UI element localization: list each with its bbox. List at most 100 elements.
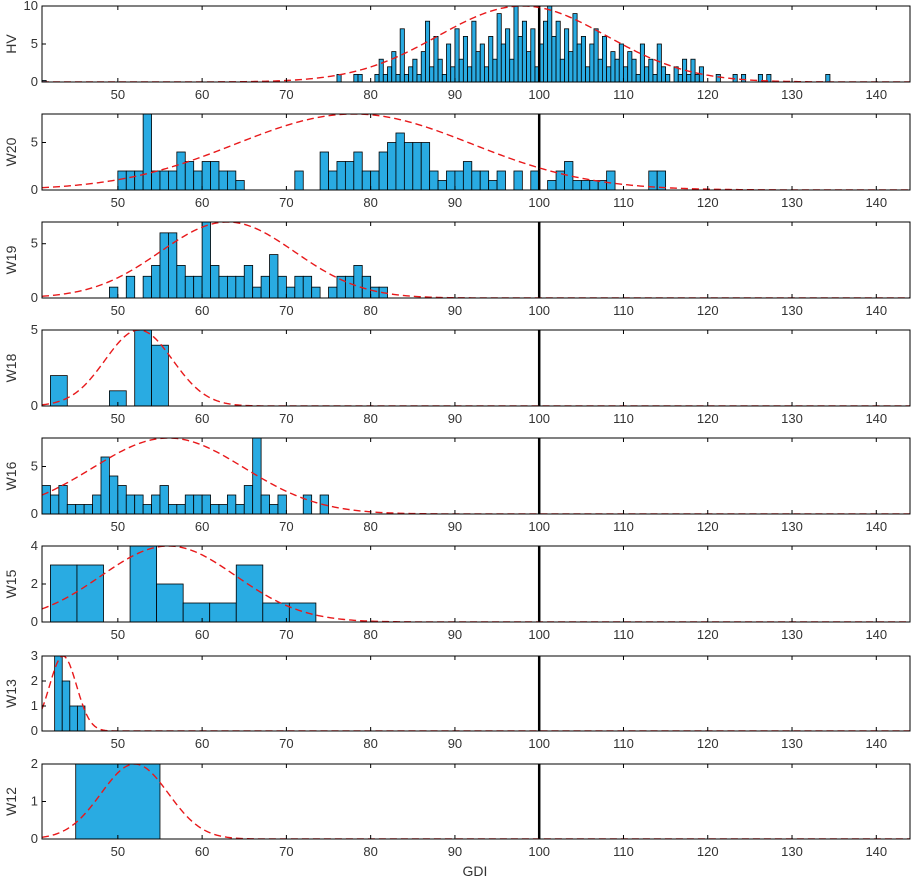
x-tick-label: 100 bbox=[528, 87, 550, 102]
x-tick-label: 80 bbox=[363, 411, 377, 426]
histogram-bar bbox=[357, 74, 363, 82]
x-tick-label: 120 bbox=[697, 87, 719, 102]
histogram-bar bbox=[572, 13, 578, 82]
histogram-bar bbox=[543, 20, 549, 82]
y-tick-label: 0 bbox=[31, 614, 38, 629]
y-tick-label: 0 bbox=[31, 290, 38, 305]
histogram-bar bbox=[661, 66, 667, 82]
x-tick-label: 70 bbox=[279, 195, 293, 210]
y-axis-label: W12 bbox=[3, 787, 19, 816]
histogram-bar bbox=[665, 74, 671, 82]
histogram-bar bbox=[50, 375, 68, 406]
histogram-bar bbox=[142, 114, 152, 190]
histogram-bar bbox=[479, 170, 490, 190]
x-tick-label: 90 bbox=[448, 627, 462, 642]
histogram-bar bbox=[395, 74, 401, 82]
x-tick-label: 60 bbox=[195, 627, 209, 642]
histogram-bar bbox=[218, 504, 228, 514]
histogram-bar bbox=[218, 275, 228, 298]
histogram-bar bbox=[610, 51, 616, 82]
plot-area bbox=[42, 656, 910, 731]
panel-background bbox=[42, 764, 910, 839]
histogram-bar bbox=[210, 265, 220, 298]
histogram-bar bbox=[302, 275, 313, 298]
histogram-bar bbox=[328, 286, 338, 298]
histogram-bar bbox=[433, 36, 439, 82]
histogram-bar bbox=[193, 170, 203, 190]
x-tick-label: 140 bbox=[865, 736, 887, 751]
x-tick-label: 50 bbox=[111, 411, 125, 426]
histogram-bar bbox=[589, 43, 595, 82]
x-tick-label: 110 bbox=[613, 87, 634, 102]
histogram-bar bbox=[294, 170, 304, 190]
panel-w16: 50 60 70 80 90 100 110 120 130 140 0 5 W16 bbox=[3, 437, 911, 534]
x-tick-label: 80 bbox=[363, 844, 377, 859]
x-tick-label: 50 bbox=[111, 519, 125, 534]
histogram-bar bbox=[479, 43, 485, 82]
y-tick-label: 2 bbox=[31, 576, 38, 591]
histogram-bar bbox=[226, 275, 237, 298]
histogram-bar bbox=[109, 475, 119, 514]
x-tick-label: 110 bbox=[613, 844, 634, 859]
histogram-bar bbox=[547, 180, 557, 190]
histogram-bar bbox=[690, 58, 696, 82]
x-tick-label: 60 bbox=[195, 195, 209, 210]
histogram-bar bbox=[235, 564, 264, 622]
x-tick-label: 80 bbox=[363, 627, 377, 642]
panel-frame bbox=[41, 329, 911, 407]
histogram-bar bbox=[176, 504, 186, 514]
y-tick-label: 5 bbox=[31, 36, 38, 51]
histogram-bar bbox=[425, 20, 431, 82]
histogram-bar bbox=[210, 161, 220, 190]
histogram-bar bbox=[226, 494, 237, 514]
histogram-bar bbox=[311, 286, 321, 298]
histogram-bar bbox=[260, 494, 270, 514]
panel-w12: 50 60 70 80 90 100 110 120 130 140 0 1 2 W12 bbox=[3, 756, 911, 859]
histogram-bar bbox=[741, 74, 747, 82]
histogram-bar bbox=[159, 170, 169, 190]
x-tick-label: 50 bbox=[111, 736, 125, 751]
histogram-bar bbox=[277, 275, 287, 298]
histogram-bar bbox=[614, 58, 620, 82]
histogram-bar bbox=[488, 36, 494, 82]
histogram-bar bbox=[420, 142, 431, 190]
histogram-bar bbox=[69, 705, 78, 731]
histogram-bar bbox=[471, 170, 481, 190]
y-axis-label: W18 bbox=[3, 353, 19, 382]
histogram-bar bbox=[302, 494, 313, 514]
histogram-bar bbox=[825, 74, 831, 82]
histogram-bar bbox=[353, 74, 359, 82]
histogram-bar bbox=[606, 170, 616, 190]
histogram-bar bbox=[387, 66, 393, 82]
x-tick-label: 120 bbox=[697, 303, 719, 318]
panel-w18: 50 60 70 80 90 100 110 120 130 140 0 5 W18 bbox=[3, 322, 911, 426]
histogram-bar bbox=[686, 74, 692, 82]
x-tick-label: 70 bbox=[279, 736, 293, 751]
plot-area bbox=[42, 546, 910, 622]
histogram-bar bbox=[521, 20, 527, 82]
y-tick-label: 0 bbox=[31, 831, 38, 846]
histogram-bar bbox=[117, 485, 127, 514]
histogram-bar bbox=[694, 74, 700, 82]
x-tick-label: 120 bbox=[697, 411, 719, 426]
histogram-bar bbox=[766, 74, 772, 82]
x-tick-label: 80 bbox=[363, 736, 377, 751]
panel-w20: 50 60 70 80 90 100 110 120 130 140 0 5 W20 bbox=[3, 113, 911, 210]
x-tick-label: 140 bbox=[865, 87, 887, 102]
histogram-bar bbox=[370, 170, 380, 190]
x-tick-label: 130 bbox=[781, 736, 803, 751]
fitted-normal-curve bbox=[42, 222, 910, 298]
histogram-bar bbox=[184, 161, 195, 190]
histogram-bar bbox=[484, 66, 490, 82]
x-tick-label: 120 bbox=[697, 195, 719, 210]
x-tick-label: 90 bbox=[448, 303, 462, 318]
histogram-bar bbox=[117, 170, 127, 190]
histogram-bar bbox=[437, 58, 443, 82]
x-tick-label: 140 bbox=[865, 195, 887, 210]
histogram-bar bbox=[572, 180, 582, 190]
x-tick-label: 90 bbox=[448, 844, 462, 859]
histogram-bar bbox=[269, 504, 279, 514]
fitted-normal-curve bbox=[42, 114, 910, 190]
